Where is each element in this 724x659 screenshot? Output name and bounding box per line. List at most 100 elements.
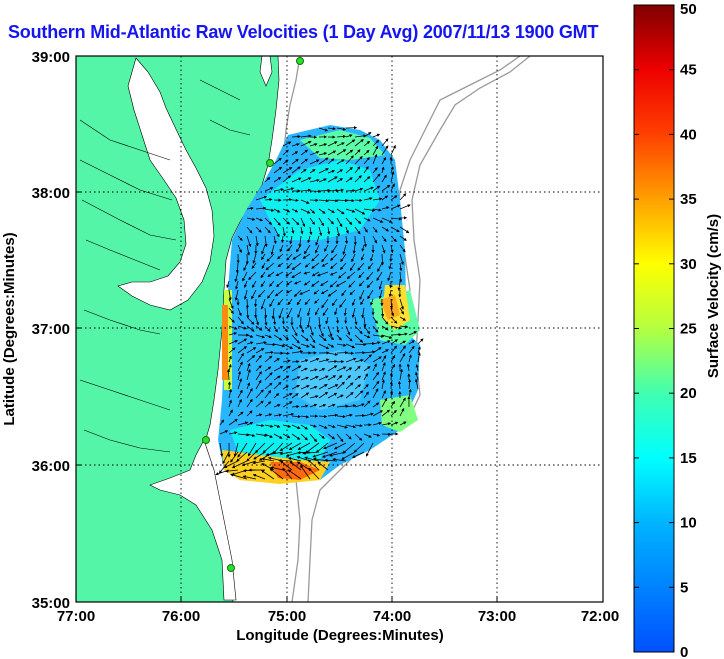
velocity-arrow: [352, 244, 356, 254]
velocity-arrow: [345, 367, 353, 372]
velocity-arrow: [354, 208, 366, 215]
velocity-arrow: [274, 289, 284, 297]
velocity-arrow: [348, 280, 356, 288]
velocity-arrow: [361, 307, 365, 319]
velocity-arrow: [372, 208, 382, 212]
velocity-arrow: [253, 451, 266, 460]
velocity-arrow: [291, 143, 300, 147]
velocity-arrow: [309, 208, 316, 214]
velocity-arrow: [282, 351, 290, 355]
velocity-arrow: [309, 403, 318, 408]
velocity-arrow: [266, 253, 275, 262]
velocity-arrow: [399, 397, 406, 408]
velocity-arrow: [255, 379, 262, 390]
velocity-arrow: [327, 343, 335, 348]
velocity-arrow: [300, 168, 307, 174]
colorbar-tick-label: 45: [680, 62, 697, 79]
velocity-arrow: [255, 341, 267, 345]
velocity-arrow: [300, 392, 310, 399]
velocity-arrow: [377, 262, 383, 272]
velocity-arrow: [318, 433, 325, 439]
velocity-arrow: [390, 400, 396, 408]
velocity-arrow: [228, 431, 238, 435]
velocity-arrow: [246, 307, 250, 319]
colorbar-tick-label: 35: [680, 191, 697, 208]
velocity-arrow: [354, 423, 363, 428]
velocity-arrow: [387, 271, 392, 282]
velocity-arrow: [360, 253, 365, 261]
velocity-arrow: [363, 373, 368, 381]
velocity-arrow: [246, 347, 257, 354]
velocity-arrow: [336, 178, 344, 183]
velocity-arrow: [309, 424, 317, 428]
velocity-arrow: [264, 350, 274, 355]
velocity-arrow: [255, 226, 262, 233]
velocity-arrow: [277, 298, 284, 306]
velocity-arrow: [251, 262, 257, 269]
y-tick-label: 36:00: [32, 458, 70, 475]
velocity-arrow: [264, 334, 273, 339]
velocity-arrow: [298, 235, 302, 248]
velocity-arrow: [381, 217, 393, 223]
velocity-arrow: [309, 151, 320, 156]
velocity-arrow: [255, 433, 268, 437]
velocity-arrow: [255, 423, 265, 428]
velocity-arrow: [282, 392, 293, 399]
velocity-arrow: [342, 442, 356, 454]
velocity-arrow: [417, 338, 424, 345]
velocity-arrow: [388, 262, 392, 270]
velocity-arrow: [264, 316, 268, 326]
velocity-arrow: [336, 424, 348, 429]
velocity-arrow: [354, 149, 361, 156]
velocity-arrow: [285, 271, 293, 277]
velocity-arrow: [287, 457, 302, 462]
velocity-arrow: [380, 253, 385, 266]
velocity-arrow: [381, 362, 386, 372]
velocity-arrow: [329, 451, 347, 457]
velocity-arrow: [246, 451, 257, 462]
velocity-arrow: [339, 298, 347, 308]
velocity-arrow: [311, 271, 320, 277]
velocity-arrow: [300, 226, 304, 235]
velocity-arrow: [372, 167, 378, 174]
velocity-arrow: [237, 244, 242, 254]
velocity-arrow: [246, 398, 253, 408]
velocity-arrow: [331, 244, 338, 254]
velocity-arrow: [318, 404, 327, 408]
velocity-arrow: [291, 177, 302, 183]
velocity-arrow: [318, 414, 328, 419]
velocity-arrow: [336, 433, 344, 443]
velocity-arrow: [327, 413, 339, 417]
velocity-arrow: [264, 401, 272, 408]
velocity-arrow: [300, 134, 312, 138]
velocity-arrow: [300, 343, 310, 348]
velocity-arrow: [267, 271, 275, 278]
velocity-arrow: [246, 206, 254, 211]
velocity-arrow: [336, 375, 343, 381]
velocity-arrow: [327, 150, 337, 156]
velocity-arrow: [340, 262, 347, 271]
velocity-arrow: [291, 217, 300, 226]
velocity-arrow: [327, 359, 338, 364]
velocity-arrow: [287, 469, 302, 480]
velocity-arrow: [273, 316, 277, 326]
grid-lines: [76, 56, 603, 602]
velocity-arrow: [372, 325, 379, 333]
velocity-arrow: [255, 195, 268, 201]
velocity-arrow: [336, 366, 347, 372]
velocity-arrow: [390, 339, 399, 345]
velocity-arrow: [269, 468, 284, 480]
velocity-arrow: [381, 325, 389, 331]
colorbar-title: Surface Velocity (cm/s): [705, 214, 722, 378]
velocity-arrow: [390, 409, 397, 417]
velocity-arrow: [273, 366, 284, 372]
velocity-arrow: [381, 166, 385, 174]
velocity-arrow: [228, 332, 238, 336]
velocity-arrow: [237, 442, 248, 458]
velocity-arrow: [408, 354, 412, 363]
velocity-arrow: [378, 280, 383, 290]
velocity-arrow: [261, 253, 266, 261]
velocity-arrow: [264, 355, 273, 363]
velocity-arrow: [399, 298, 404, 310]
velocity-arrow: [302, 451, 320, 455]
